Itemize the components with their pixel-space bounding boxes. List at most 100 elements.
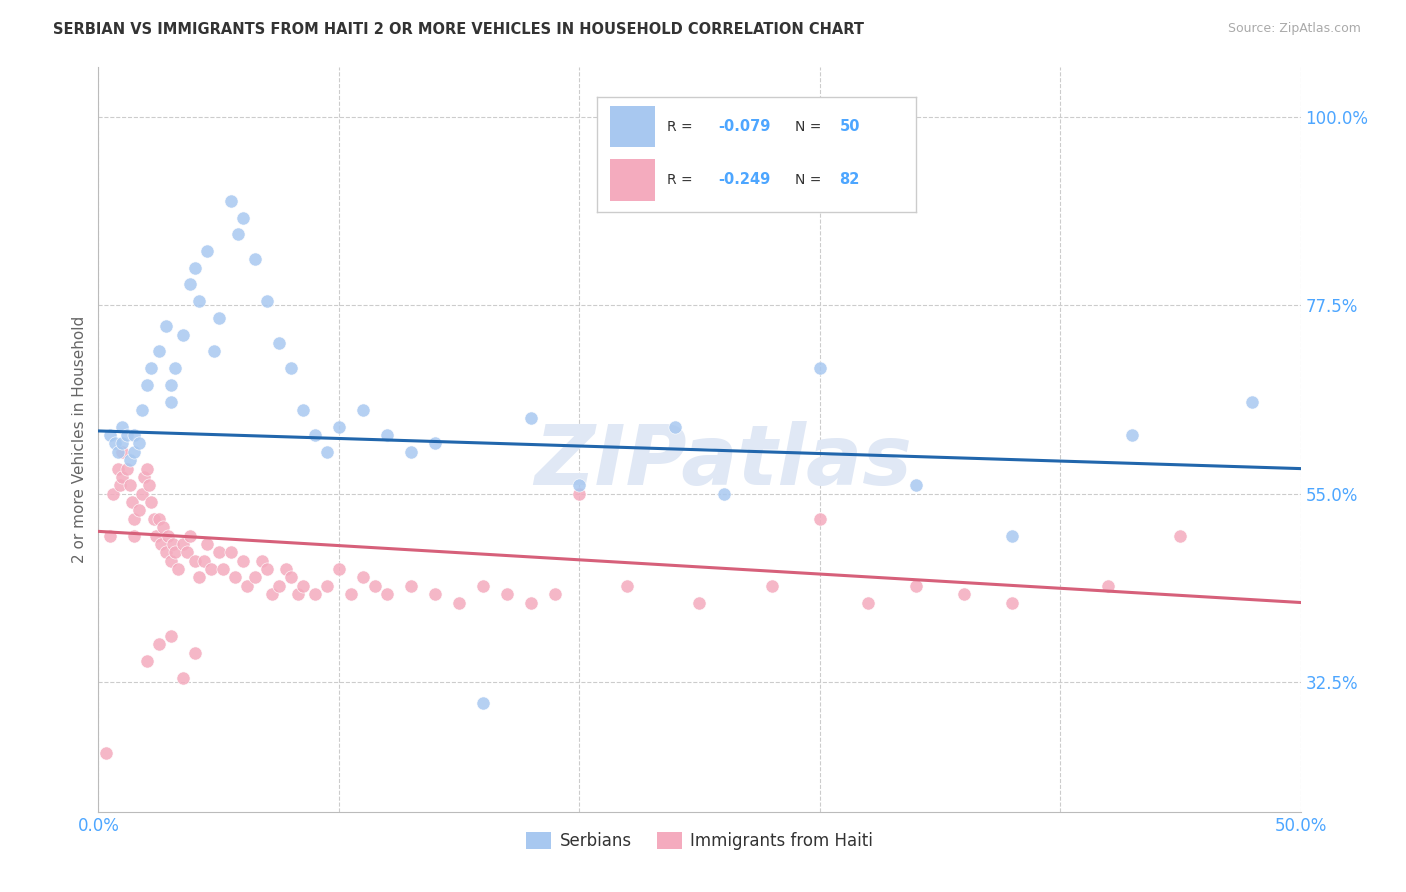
Point <box>315 579 337 593</box>
Text: ZIPatlas: ZIPatlas <box>534 421 912 502</box>
Point <box>713 486 735 500</box>
Point <box>131 486 153 500</box>
Point <box>904 478 927 492</box>
Point <box>256 562 278 576</box>
Point <box>1121 428 1143 442</box>
Point <box>107 445 129 459</box>
Point <box>1170 528 1192 542</box>
Point <box>232 554 254 568</box>
Point <box>179 528 201 542</box>
Point <box>280 361 302 376</box>
Point <box>953 587 976 601</box>
Point <box>520 595 543 609</box>
Point <box>808 512 831 526</box>
Point <box>124 445 146 459</box>
Point <box>162 537 184 551</box>
Point <box>287 587 309 601</box>
Point <box>172 671 194 685</box>
Point <box>148 637 170 651</box>
Point <box>117 428 139 442</box>
Point <box>132 470 155 484</box>
Point <box>208 310 231 325</box>
Point <box>172 327 194 342</box>
Point <box>856 595 879 609</box>
Point <box>1097 579 1119 593</box>
Point <box>94 746 117 760</box>
Point <box>226 227 249 242</box>
Point <box>108 478 131 492</box>
Point <box>195 537 218 551</box>
Point <box>375 587 398 601</box>
Point <box>219 194 242 208</box>
Point <box>148 344 170 359</box>
Point <box>219 545 242 559</box>
Point <box>472 579 495 593</box>
Point <box>141 361 163 376</box>
Point <box>200 562 222 576</box>
Point <box>761 579 783 593</box>
Point <box>352 403 374 417</box>
Point <box>111 436 134 450</box>
Point <box>688 595 710 609</box>
Legend: Serbians, Immigrants from Haiti: Serbians, Immigrants from Haiti <box>519 825 880 857</box>
Point <box>250 554 273 568</box>
Point <box>149 537 172 551</box>
Point <box>135 654 157 668</box>
Point <box>212 562 235 576</box>
Point <box>157 528 180 542</box>
Point <box>280 570 302 584</box>
Point <box>224 570 246 584</box>
Point <box>142 512 165 526</box>
Point <box>195 244 218 258</box>
Point <box>118 453 141 467</box>
Point <box>496 587 519 601</box>
Point <box>520 411 543 425</box>
Point <box>267 579 290 593</box>
Point <box>111 470 134 484</box>
Point <box>328 419 350 434</box>
Point <box>568 486 591 500</box>
Point <box>121 495 143 509</box>
Point <box>274 562 297 576</box>
Point <box>183 260 205 275</box>
Point <box>202 344 225 359</box>
Point <box>124 428 146 442</box>
Point <box>193 554 215 568</box>
Point <box>141 495 163 509</box>
Point <box>1241 394 1264 409</box>
Point <box>315 445 337 459</box>
Point <box>188 294 211 309</box>
Point <box>111 419 134 434</box>
Point <box>375 428 398 442</box>
Point <box>176 545 198 559</box>
Point <box>904 579 927 593</box>
Point <box>138 478 160 492</box>
Point <box>472 696 495 710</box>
Point <box>117 461 139 475</box>
Point <box>291 403 314 417</box>
Point <box>183 554 205 568</box>
Point <box>352 570 374 584</box>
Point <box>172 537 194 551</box>
Point <box>165 545 187 559</box>
Point <box>423 436 446 450</box>
Text: Source: ZipAtlas.com: Source: ZipAtlas.com <box>1227 22 1361 36</box>
Point <box>179 277 201 292</box>
Point <box>423 587 446 601</box>
Point <box>544 587 567 601</box>
Point <box>124 528 146 542</box>
Point <box>152 520 174 534</box>
Point <box>399 445 422 459</box>
Point <box>100 528 122 542</box>
Point <box>155 545 177 559</box>
Point <box>1001 528 1024 542</box>
Point <box>159 394 181 409</box>
Point <box>568 478 591 492</box>
Point <box>101 486 124 500</box>
Point <box>267 336 290 351</box>
Point <box>340 587 363 601</box>
Point <box>118 478 141 492</box>
Point <box>256 294 278 309</box>
Point <box>236 579 259 593</box>
Point <box>188 570 211 584</box>
